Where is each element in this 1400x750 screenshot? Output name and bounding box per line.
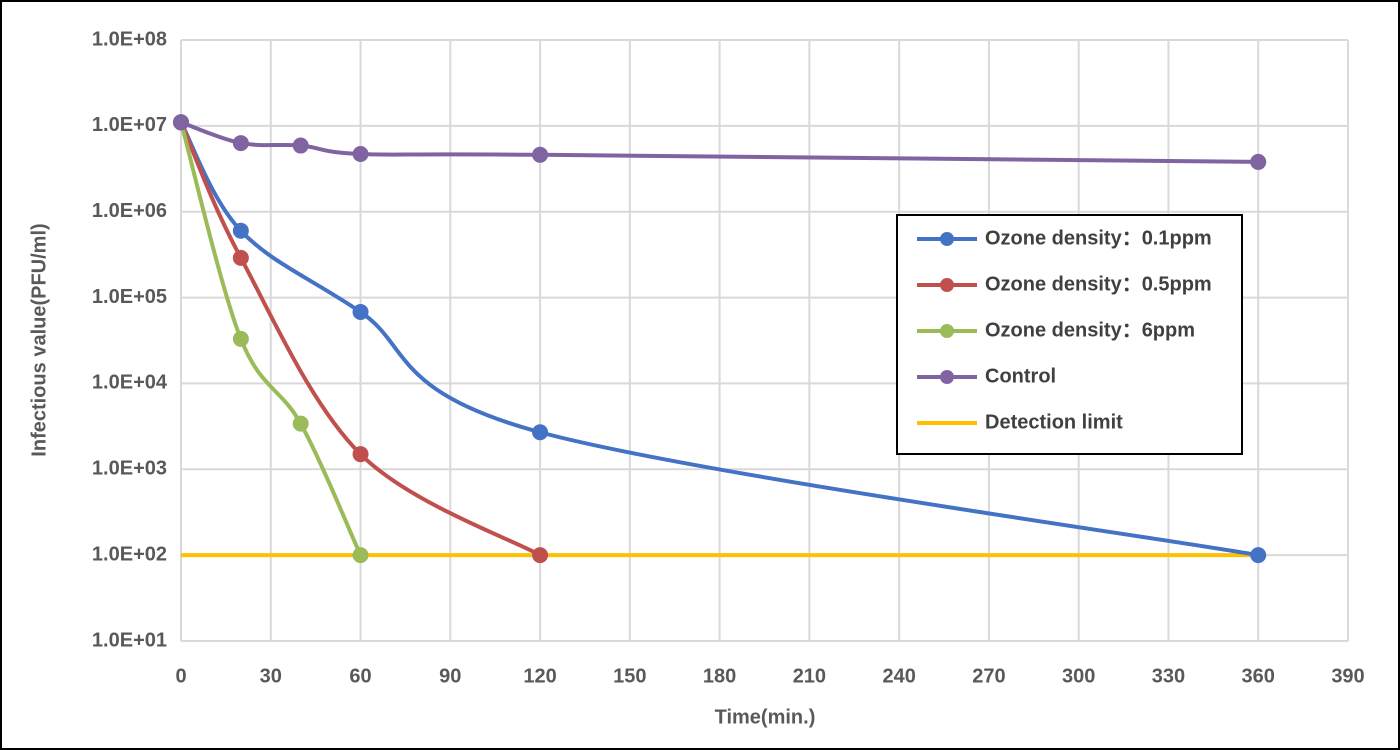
data-point	[292, 137, 309, 154]
data-point	[352, 303, 369, 320]
data-point	[532, 146, 549, 163]
legend-label: Detection limit	[985, 411, 1123, 433]
y-tick-label: 1.0E+03	[92, 458, 167, 480]
legend-marker	[940, 278, 954, 292]
legend: Ozone density：0.1ppm Ozone density：0.5ppm…	[896, 214, 1243, 455]
x-tick-label: 150	[613, 665, 646, 687]
legend-label: Control	[985, 365, 1056, 387]
series-line	[179, 121, 542, 557]
data-point	[352, 446, 369, 463]
x-tick-label: 330	[1152, 665, 1185, 687]
x-tick-label: 300	[1062, 665, 1095, 687]
y-axis-label: Infectious value(PFU/ml)	[28, 223, 50, 456]
series-line	[180, 120, 1259, 164]
legend-box	[896, 214, 1243, 455]
data-point	[232, 222, 249, 239]
x-tick-label: 210	[793, 665, 826, 687]
x-tick-label: 90	[439, 665, 461, 687]
y-tick-label: 1.0E+02	[92, 543, 167, 565]
legend-label: Ozone density：0.5ppm	[985, 273, 1212, 295]
y-tick-label: 1.0E+01	[92, 629, 167, 651]
x-tick-label: 0	[175, 665, 186, 687]
data-point	[292, 415, 309, 432]
legend-label: Ozone density：6ppm	[985, 319, 1195, 341]
y-tick-label: 1.0E+08	[92, 28, 167, 50]
series-line	[179, 121, 363, 556]
legend-marker	[940, 370, 954, 384]
data-point	[232, 135, 249, 152]
y-tick-label: 1.0E+06	[92, 200, 167, 222]
x-tick-label: 240	[882, 665, 915, 687]
x-tick-label: 60	[349, 665, 371, 687]
x-tick-label: 180	[703, 665, 736, 687]
x-tick-label: 30	[260, 665, 282, 687]
legend-label: Ozone density：0.1ppm	[985, 227, 1212, 249]
x-tick-label: 390	[1331, 665, 1364, 687]
y-tick-label: 1.0E+04	[92, 372, 168, 394]
data-point	[352, 547, 369, 564]
y-tick-label: 1.0E+05	[92, 286, 167, 308]
x-tick-label: 360	[1242, 665, 1275, 687]
data-point	[352, 146, 369, 163]
data-point	[232, 330, 249, 347]
x-tick-label: 120	[523, 665, 556, 687]
x-axis-label: Time(min.)	[715, 706, 816, 728]
data-point	[1250, 153, 1267, 170]
data-point	[1250, 547, 1267, 564]
y-tick-label: 1.0E+07	[92, 114, 167, 136]
legend-marker	[940, 232, 954, 246]
x-tick-label: 270	[972, 665, 1005, 687]
data-point	[232, 249, 249, 266]
data-point	[532, 424, 549, 441]
data-point	[173, 114, 189, 131]
legend-marker	[940, 324, 954, 338]
data-point	[532, 547, 549, 564]
